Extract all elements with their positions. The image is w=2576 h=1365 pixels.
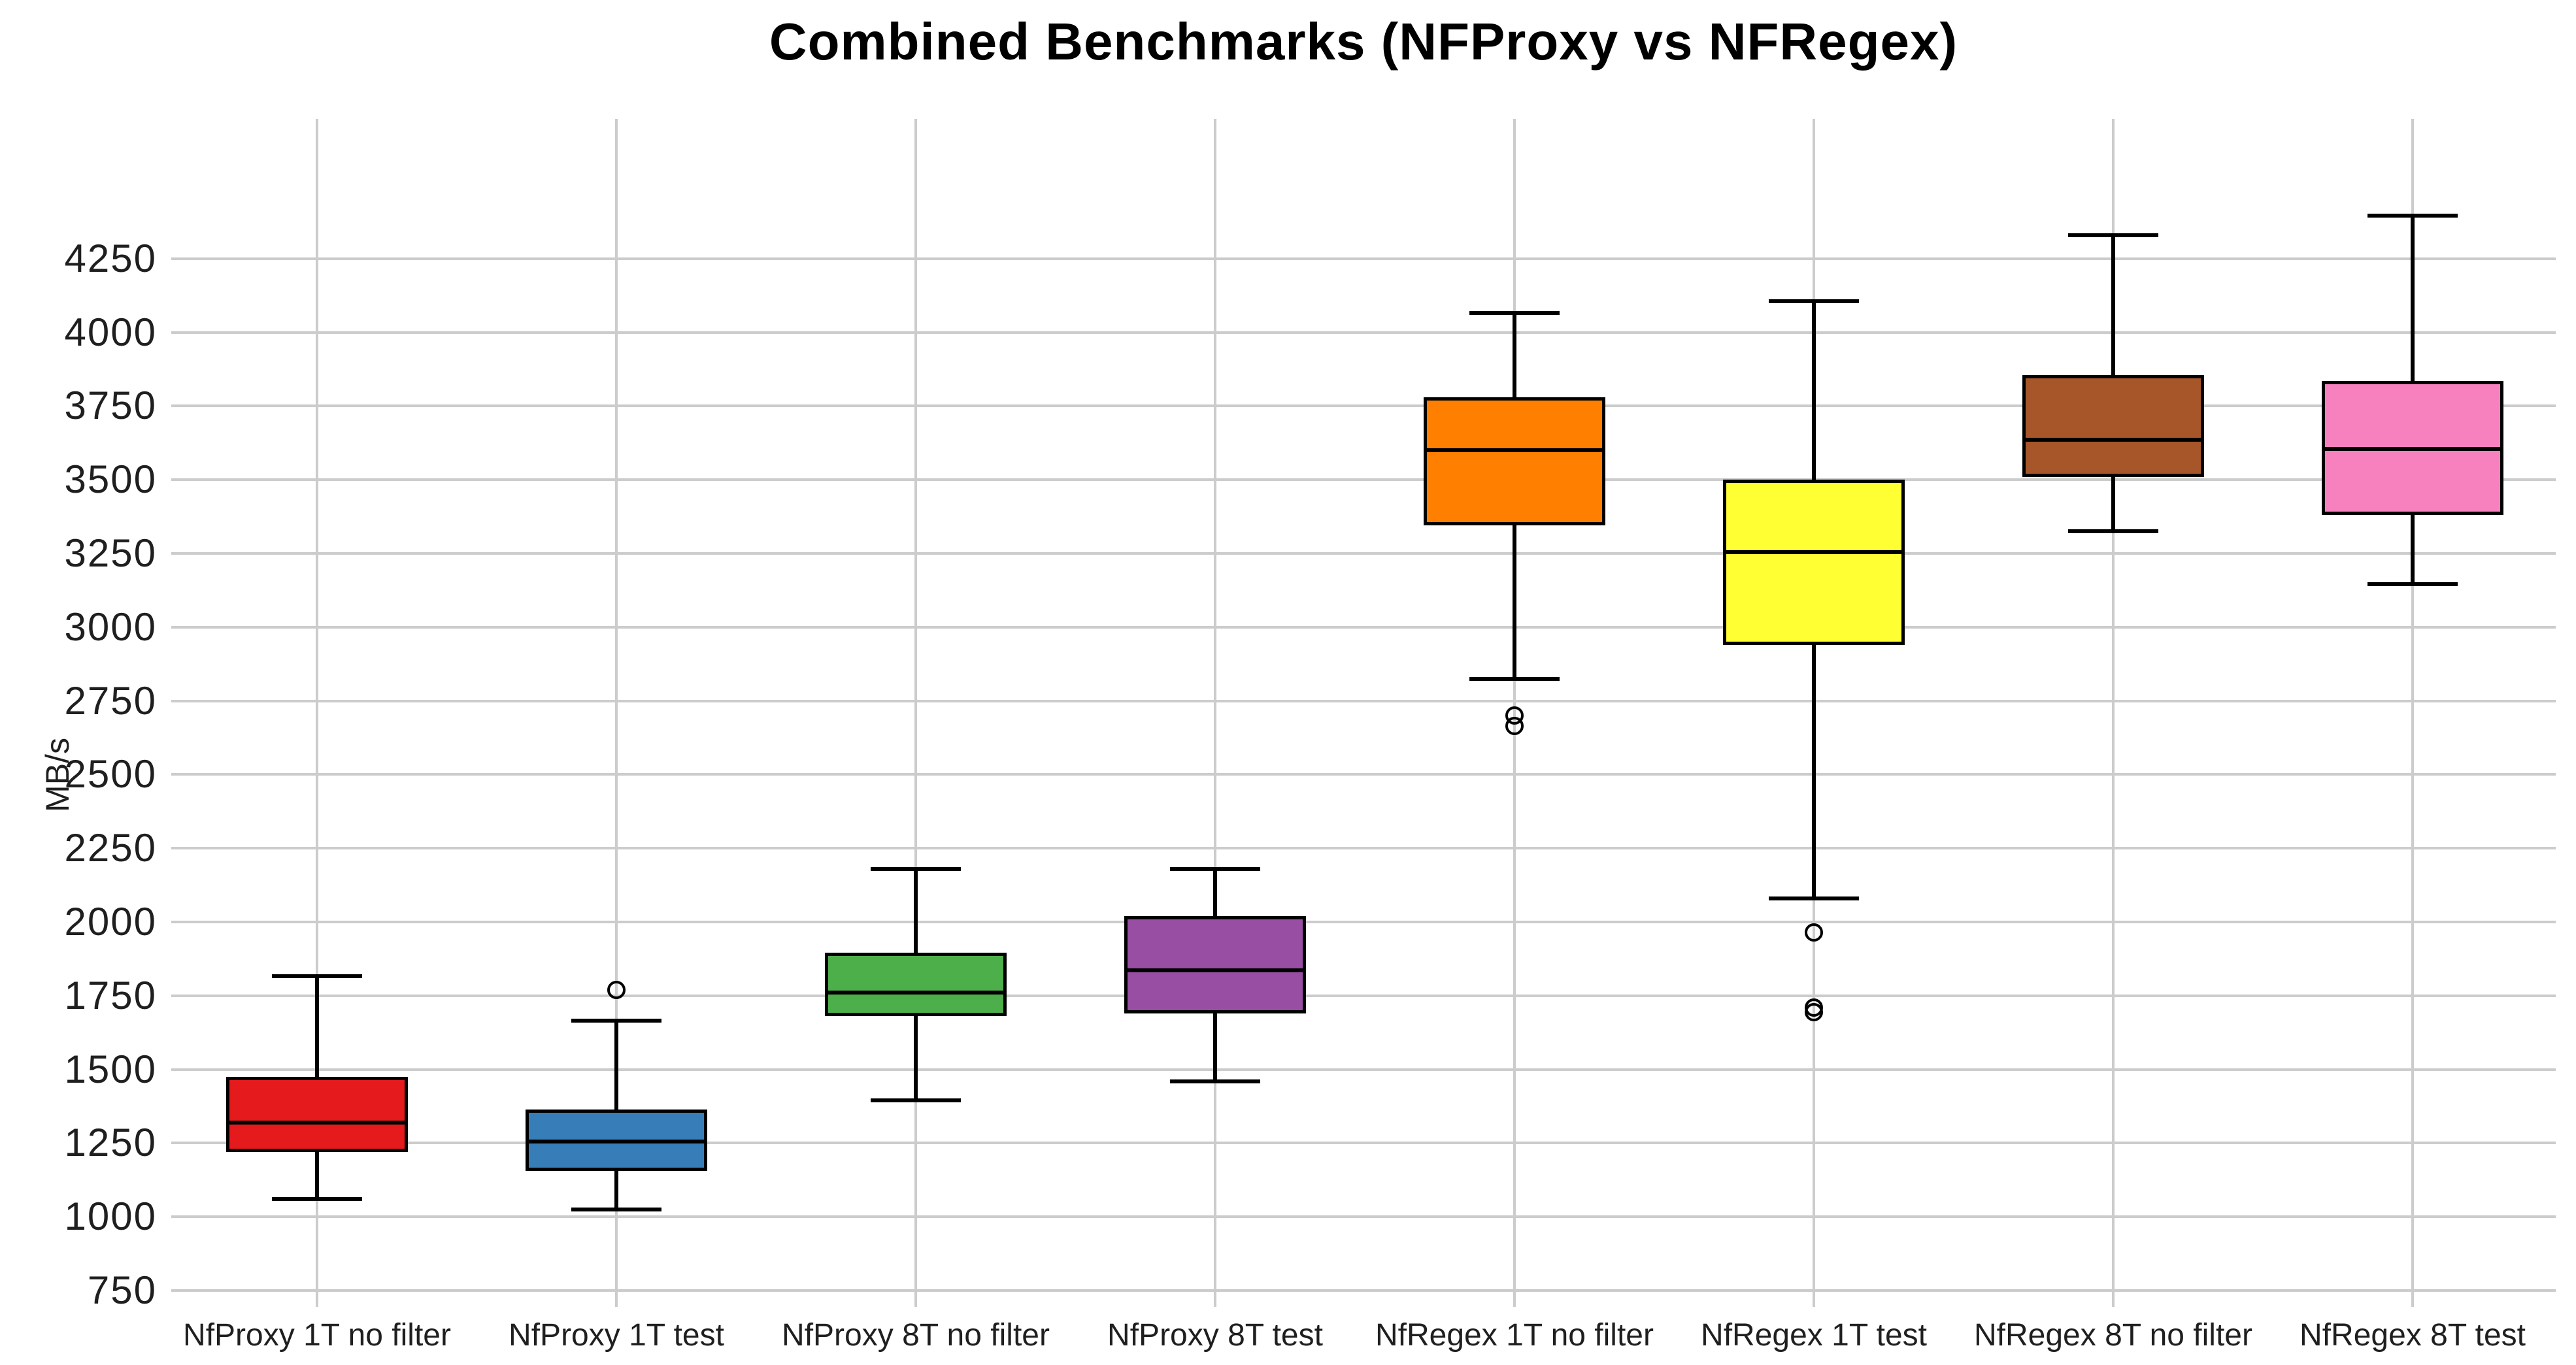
lower-whisker-cap	[2367, 582, 2458, 587]
lower-whisker	[1812, 644, 1816, 898]
upper-whisker-cap	[1469, 311, 1560, 316]
v-gridline	[615, 119, 618, 1307]
lower-whisker	[914, 1016, 918, 1100]
upper-whisker	[1213, 868, 1217, 916]
upper-whisker-cap	[871, 866, 961, 871]
y-tick-label: 2250	[64, 826, 157, 870]
h-gridline	[171, 1215, 2556, 1219]
outlier-marker	[1805, 923, 1823, 942]
median-line	[2022, 438, 2204, 442]
median-line	[1723, 550, 1905, 554]
upper-whisker	[614, 1021, 618, 1110]
outlier-marker	[1505, 716, 1524, 735]
lower-whisker-cap	[272, 1197, 362, 1202]
h-gridline	[171, 404, 2556, 408]
h-gridline	[171, 994, 2556, 997]
lower-whisker-cap	[1170, 1079, 1260, 1083]
upper-whisker-cap	[272, 974, 362, 979]
lower-whisker-cap	[571, 1207, 661, 1211]
lower-whisker-cap	[1469, 676, 1560, 681]
upper-whisker	[1812, 301, 1816, 480]
h-gridline	[171, 699, 2556, 702]
y-tick-label: 4000	[64, 310, 157, 354]
v-gridline	[2411, 119, 2414, 1307]
y-tick-label: 3250	[64, 531, 157, 575]
upper-whisker-cap	[2367, 214, 2458, 218]
y-tick-label: 1750	[64, 973, 157, 1017]
lower-whisker	[315, 1151, 319, 1200]
box	[825, 953, 1007, 1017]
lower-whisker	[614, 1171, 618, 1209]
h-gridline	[171, 552, 2556, 555]
upper-whisker	[914, 868, 918, 953]
x-category-label: NfRegex 8T no filter	[1974, 1318, 2252, 1353]
lower-whisker-cap	[871, 1098, 961, 1102]
x-category-label: NfProxy 8T test	[1107, 1318, 1323, 1353]
y-tick-label: 750	[87, 1268, 157, 1312]
h-gridline	[171, 1068, 2556, 1071]
upper-whisker-cap	[571, 1019, 661, 1023]
x-category-label: NfProxy 1T test	[509, 1318, 724, 1353]
h-gridline	[171, 921, 2556, 923]
upper-whisker	[2111, 235, 2115, 376]
y-tick-label: 3750	[64, 384, 157, 428]
x-category-label: NfRegex 8T test	[2300, 1318, 2526, 1353]
upper-whisker	[315, 976, 319, 1077]
y-tick-label: 2500	[64, 752, 157, 797]
chart-title: Combined Benchmarks (NFProxy vs NFRegex)	[769, 12, 1958, 71]
lower-whisker-cap	[2068, 529, 2158, 534]
y-tick-label: 1000	[64, 1194, 157, 1239]
y-tick-label: 3500	[64, 457, 157, 502]
h-gridline	[171, 257, 2556, 260]
y-tick-label: 2750	[64, 678, 157, 723]
median-line	[226, 1120, 408, 1125]
box	[1424, 397, 1605, 526]
x-category-label: NfRegex 1T test	[1701, 1318, 1927, 1353]
v-gridline	[316, 119, 318, 1307]
lower-whisker	[1513, 525, 1516, 679]
v-gridline	[1214, 119, 1216, 1307]
lower-whisker-cap	[1769, 896, 1859, 900]
h-gridline	[171, 1142, 2556, 1145]
v-gridline	[2112, 119, 2115, 1307]
box	[1723, 480, 1905, 645]
outlier-marker	[1805, 1002, 1823, 1021]
x-category-label: NfRegex 1T no filter	[1375, 1318, 1654, 1353]
y-tick-label: 2000	[64, 900, 157, 944]
box	[2022, 375, 2204, 477]
y-tick-label: 1250	[64, 1121, 157, 1165]
x-category-label: NfProxy 8T no filter	[782, 1318, 1050, 1353]
h-gridline	[171, 331, 2556, 334]
h-gridline	[171, 847, 2556, 850]
y-tick-label: 1500	[64, 1047, 157, 1091]
median-line	[1124, 968, 1306, 973]
h-gridline	[171, 625, 2556, 629]
box	[1124, 915, 1306, 1013]
y-tick-label: 4250	[64, 236, 157, 280]
y-tick-label: 3000	[64, 604, 157, 649]
median-line	[526, 1140, 707, 1144]
h-gridline	[171, 478, 2556, 482]
v-gridline	[914, 119, 917, 1307]
upper-whisker	[1513, 313, 1516, 397]
box	[226, 1076, 408, 1152]
lower-whisker	[2411, 515, 2415, 585]
upper-whisker	[2411, 216, 2415, 382]
lower-whisker	[2111, 476, 2115, 532]
x-category-label: NfProxy 1T no filter	[183, 1318, 451, 1353]
median-line	[825, 991, 1007, 995]
upper-whisker-cap	[1170, 866, 1260, 871]
h-gridline	[171, 1289, 2556, 1292]
median-line	[2322, 446, 2503, 451]
upper-whisker-cap	[2068, 233, 2158, 237]
median-line	[1424, 448, 1605, 453]
outlier-marker	[607, 980, 626, 999]
h-gridline	[171, 773, 2556, 776]
lower-whisker	[1213, 1013, 1217, 1081]
upper-whisker-cap	[1769, 299, 1859, 304]
